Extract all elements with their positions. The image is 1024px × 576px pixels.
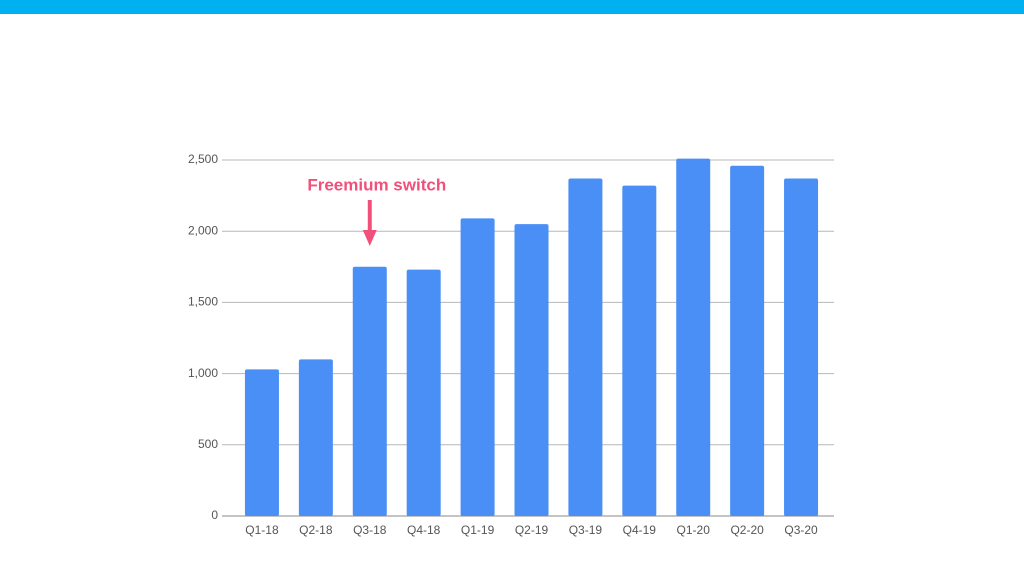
bar xyxy=(568,178,603,516)
x-tick-label: Q4-18 xyxy=(407,523,441,537)
bar xyxy=(244,369,279,516)
x-tick-label: Q1-20 xyxy=(677,523,711,537)
x-tick-label: Q4-19 xyxy=(623,523,657,537)
annotation-arrowhead xyxy=(362,230,377,246)
y-tick-label: 500 xyxy=(198,437,218,451)
bar xyxy=(298,359,333,516)
x-tick-label: Q1-19 xyxy=(461,523,495,537)
x-tick-label: Q3-18 xyxy=(353,523,387,537)
y-tick-label: 2,000 xyxy=(188,223,218,237)
x-tick-label: Q2-20 xyxy=(730,523,764,537)
y-tick-label: 2,500 xyxy=(188,152,218,166)
bar xyxy=(406,269,441,516)
y-tick-label: 1,000 xyxy=(188,366,218,380)
annotation: Freemium switch xyxy=(307,175,446,194)
chart: 0 500 1,000 1,500 2,000 2,500 Q1-18 Q2-18 Q3-18 Q… xyxy=(188,152,834,537)
top-banner xyxy=(0,0,1024,14)
x-tick-label: Q1-18 xyxy=(245,523,279,537)
bar xyxy=(622,185,657,516)
bar xyxy=(730,165,765,517)
bar xyxy=(676,158,711,517)
bar xyxy=(352,266,387,516)
x-tick-label: Q3-20 xyxy=(784,523,818,537)
y-tick-label: 1,500 xyxy=(188,295,218,309)
x-tick-label: Q2-18 xyxy=(299,523,333,537)
x-tick-label: Q2-19 xyxy=(515,523,549,537)
x-tick-label: Q3-19 xyxy=(569,523,603,537)
bar xyxy=(784,178,819,516)
bar xyxy=(460,218,495,516)
bar xyxy=(514,224,549,516)
y-tick-label: 0 xyxy=(211,508,218,522)
